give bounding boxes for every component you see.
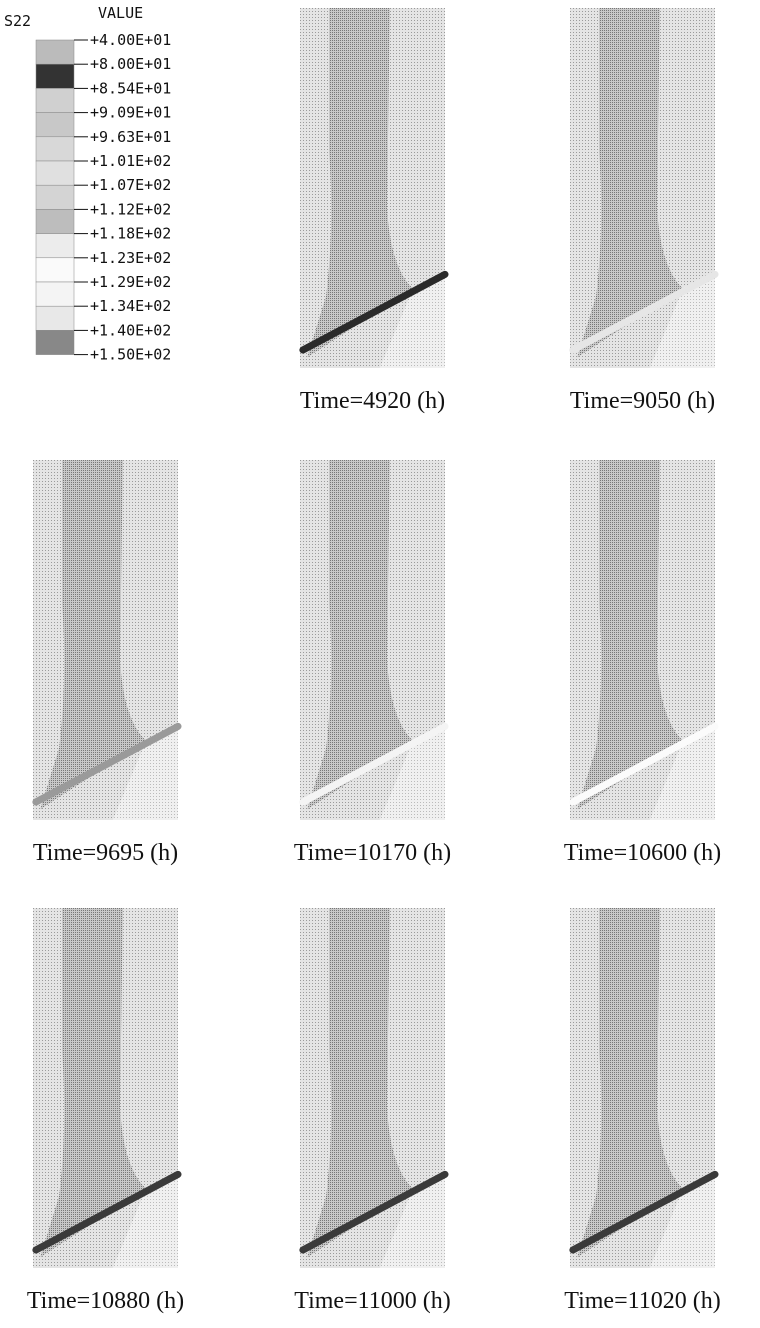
stress-band xyxy=(307,8,414,358)
lower-zone xyxy=(379,722,445,820)
crack xyxy=(32,1170,182,1254)
panel-caption: Time=4920 (h) xyxy=(300,388,445,414)
legend-swatch xyxy=(35,63,75,89)
legend-swatch xyxy=(35,160,75,186)
lower-zone xyxy=(112,722,178,820)
lower-zone xyxy=(649,270,715,368)
stress-band xyxy=(307,908,414,1258)
legend-label: +1.23E+02 xyxy=(90,249,171,267)
legend-label: +1.01E+02 xyxy=(90,152,171,170)
crack xyxy=(569,270,719,354)
legend-label: +1.50E+02 xyxy=(90,346,171,364)
contour-panel xyxy=(569,460,719,820)
panel-caption: Time=11020 (h) xyxy=(564,1288,720,1314)
legend-swatch xyxy=(35,184,75,210)
legend-label: +9.63E+01 xyxy=(90,128,171,146)
stress-band xyxy=(577,460,684,810)
crack xyxy=(32,722,182,806)
crack xyxy=(299,1170,449,1254)
legend-swatch xyxy=(35,305,75,331)
legend-heading: VALUE xyxy=(98,4,143,22)
crack xyxy=(299,722,449,806)
legend-label: +4.00E+01 xyxy=(90,31,171,49)
lower-zone xyxy=(379,1170,445,1268)
stress-band xyxy=(577,8,684,358)
crack xyxy=(299,270,449,354)
legend-swatch xyxy=(35,257,75,283)
contour-panel xyxy=(299,460,449,820)
panel-caption: Time=10170 (h) xyxy=(294,840,451,866)
stress-band xyxy=(307,460,414,810)
contour-panel xyxy=(32,908,182,1268)
lower-zone xyxy=(379,270,445,368)
stress-band xyxy=(40,908,147,1258)
legend-label: +8.54E+01 xyxy=(90,79,171,97)
panel-caption: Time=9050 (h) xyxy=(570,388,715,414)
legend-label: +1.29E+02 xyxy=(90,273,171,291)
legend-swatch xyxy=(35,330,75,355)
legend-swatch xyxy=(35,233,75,259)
lower-zone xyxy=(112,1170,178,1268)
stress-band xyxy=(40,460,147,810)
legend-label: +8.00E+01 xyxy=(90,55,171,73)
legend-swatch xyxy=(35,88,75,113)
legend-swatch xyxy=(35,209,75,234)
legend-label: +1.18E+02 xyxy=(90,225,171,243)
legend-label: +1.40E+02 xyxy=(90,321,171,339)
crack xyxy=(569,722,719,806)
legend-label: +1.34E+02 xyxy=(90,297,171,315)
legend-label: +1.07E+02 xyxy=(90,176,171,194)
legend-swatch xyxy=(35,281,75,307)
contour-panel xyxy=(299,908,449,1268)
legend-swatch xyxy=(35,39,75,65)
contour-panel xyxy=(569,908,719,1268)
stress-band xyxy=(577,908,684,1258)
contour-panel xyxy=(32,460,182,820)
panel-caption: Time=10600 (h) xyxy=(564,840,721,866)
lower-zone xyxy=(649,1170,715,1268)
legend-swatch xyxy=(35,136,75,162)
panel-caption: Time=9695 (h) xyxy=(33,840,178,866)
contour-panel xyxy=(299,8,449,368)
legend-label: +1.12E+02 xyxy=(90,200,171,218)
crack xyxy=(569,1170,719,1254)
legend-variable: S22 xyxy=(4,12,31,30)
lower-zone xyxy=(649,722,715,820)
legend-label: +9.09E+01 xyxy=(90,104,171,122)
panel-caption: Time=11000 (h) xyxy=(294,1288,450,1314)
contour-panel xyxy=(569,8,719,368)
legend-swatch xyxy=(35,112,75,138)
panel-caption: Time=10880 (h) xyxy=(27,1288,184,1314)
